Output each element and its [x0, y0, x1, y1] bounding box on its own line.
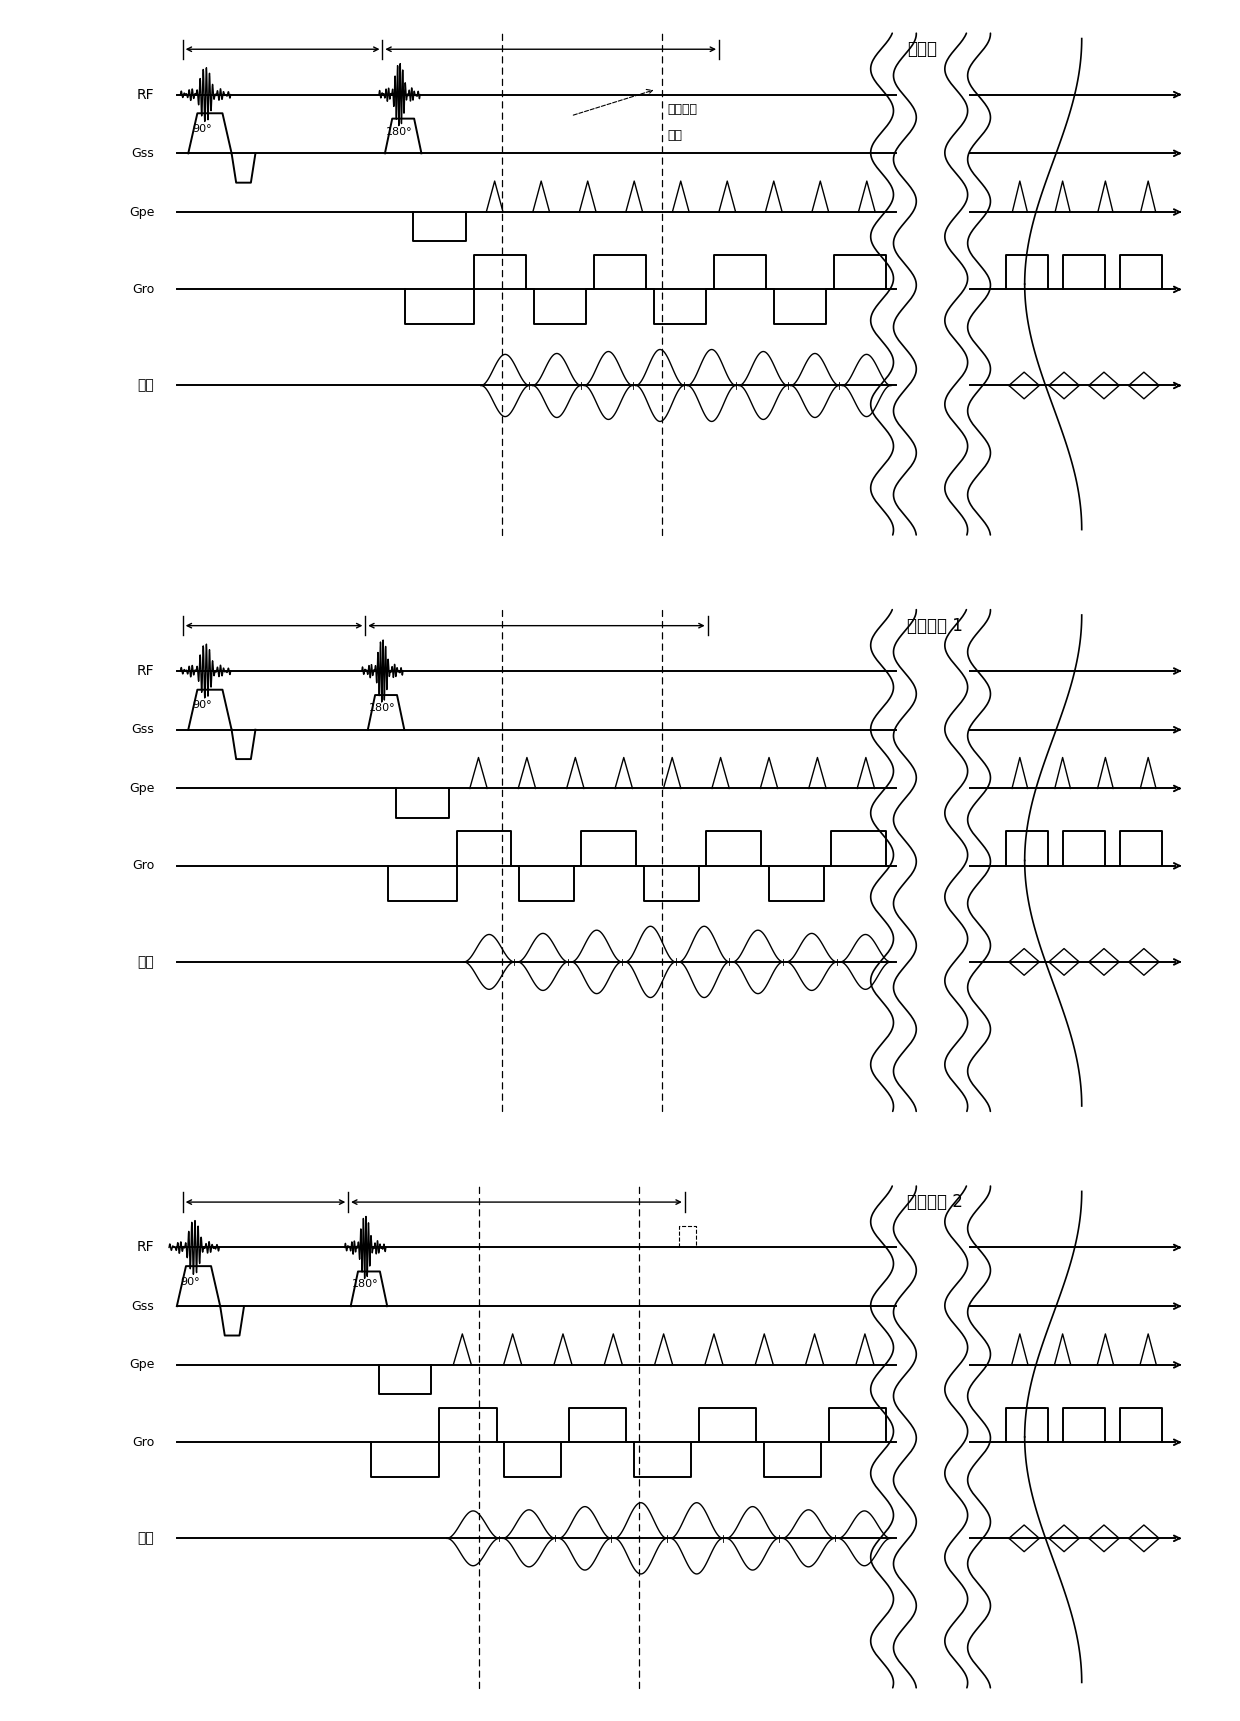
Text: 时间: 时间: [667, 129, 682, 143]
Text: RF: RF: [136, 88, 154, 102]
Text: 模板激发 2: 模板激发 2: [908, 1193, 963, 1212]
Text: 180°: 180°: [368, 704, 396, 712]
Text: Gro: Gro: [131, 1435, 154, 1449]
Text: Gss: Gss: [131, 1299, 154, 1313]
Text: 信号: 信号: [138, 379, 154, 392]
Text: 有效回波: 有效回波: [667, 103, 698, 115]
Text: 180°: 180°: [352, 1279, 378, 1289]
Text: 主扫描: 主扫描: [908, 40, 937, 59]
Text: RF: RF: [136, 1241, 154, 1255]
Text: 90°: 90°: [192, 700, 212, 711]
Text: Gss: Gss: [131, 723, 154, 737]
Text: Gpe: Gpe: [129, 781, 154, 795]
Text: Gro: Gro: [131, 859, 154, 873]
Text: Gss: Gss: [131, 146, 154, 160]
Text: Gro: Gro: [131, 282, 154, 296]
Text: Gpe: Gpe: [129, 1358, 154, 1372]
Text: Gpe: Gpe: [129, 205, 154, 219]
Text: 90°: 90°: [192, 124, 212, 134]
Text: 模板激发 1: 模板激发 1: [908, 616, 963, 635]
Text: RF: RF: [136, 664, 154, 678]
Text: 信号: 信号: [138, 955, 154, 969]
Text: 180°: 180°: [386, 127, 413, 136]
Text: 90°: 90°: [181, 1277, 200, 1287]
Text: 信号: 信号: [138, 1532, 154, 1545]
